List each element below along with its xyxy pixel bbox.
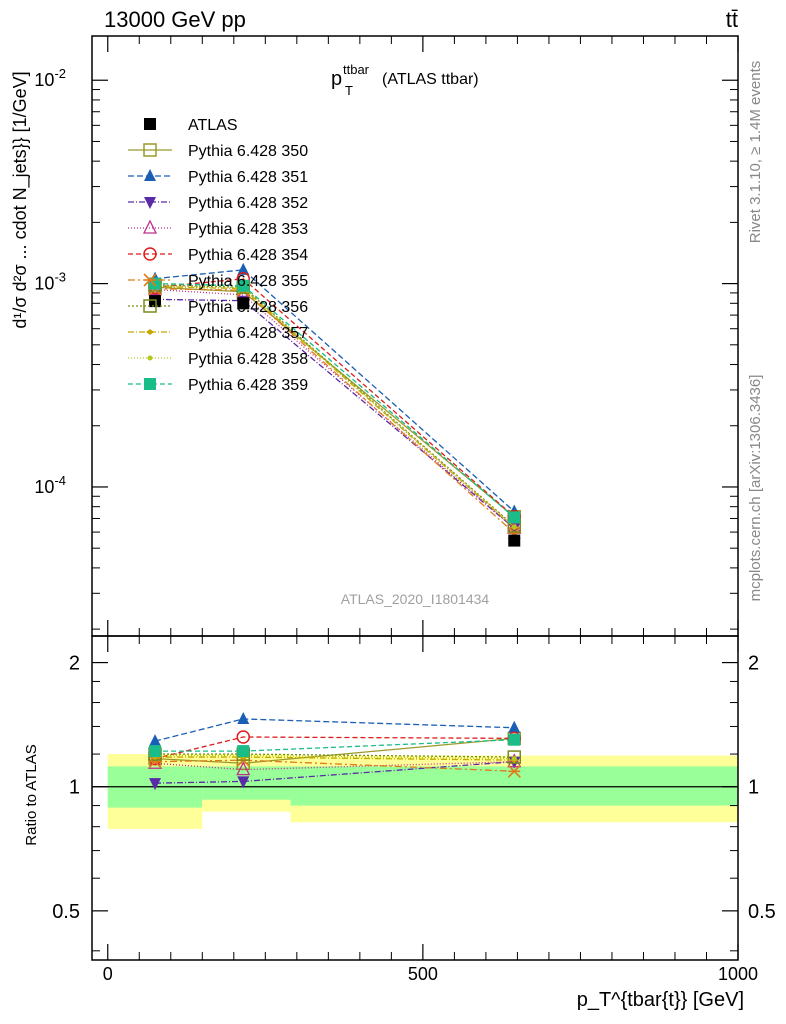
atlas-data-point <box>149 295 162 308</box>
series-pythia-6-428-352-ratio-point <box>149 778 162 791</box>
series-pythia-6-428-353-ratio-point <box>236 761 251 776</box>
legend-marker <box>143 143 157 157</box>
main-panel: 10-2 10-3 10-4 <box>34 35 739 637</box>
plot-title-sup: ttbar <box>343 62 370 77</box>
legend-entry: Pythia 6.428 350 <box>128 143 308 160</box>
series-pythia-6-428-359-ratio-point <box>237 745 250 758</box>
legend-label: Pythia 6.428 350 <box>188 143 308 160</box>
x-tick-label: 0 <box>103 964 113 984</box>
series-pythia-6-428-351-ratio-point <box>237 711 250 724</box>
plot-title-rest: (ATLAS ttbar) <box>382 71 479 88</box>
series-pythia-6-428-351-ratio-point <box>149 734 162 747</box>
ratio-panel: 0 500 1000 0.5 0.5 1 1 2 2 <box>52 36 776 984</box>
legend-entry: Pythia 6.428 356 <box>128 299 308 316</box>
legend-marker <box>144 118 156 130</box>
series-pythia-6-428-355-line <box>155 288 515 534</box>
y-axis-label: d¹/σ d²σ ... cdot N_jets}} [1/GeV] <box>10 71 31 328</box>
legend-label: Pythia 6.428 353 <box>188 221 308 238</box>
series-pythia-6-428-358-line <box>155 285 515 528</box>
series-pythia-6-428-352-ratio-point <box>237 776 250 789</box>
ratio-frame <box>91 635 739 961</box>
series-pythia-6-428-359-ratio-point <box>508 733 521 746</box>
legend-label: Pythia 6.428 351 <box>188 169 308 186</box>
legend-entry: Pythia 6.428 352 <box>128 195 308 212</box>
legend-label: ATLAS <box>188 117 238 134</box>
series-pythia-6-428-359-ratio-point <box>149 745 162 758</box>
mcplots-label: mcplots.cern.ch [arXiv:1306.3436] <box>747 375 764 602</box>
legend-marker <box>146 329 154 335</box>
series-pythia-6-428-351-point <box>237 262 250 275</box>
y-tick-label: 10-3 <box>34 270 66 294</box>
legend: ATLAS Pythia 6.428 350 Pythia 6.428 351 Pyt… <box>128 117 308 394</box>
legend-label: Pythia 6.428 356 <box>188 299 308 316</box>
ratio-tick-label: 1 <box>69 777 80 799</box>
x-axis-label: p_T^{tbar{t}} [GeV] <box>577 989 744 1011</box>
legend-entry: Pythia 6.428 359 <box>128 377 308 394</box>
series-pythia-6-428-354-line <box>154 278 515 518</box>
series-pythia-6-428-354-ratio-line <box>154 736 515 760</box>
legend-label: Pythia 6.428 354 <box>188 247 308 264</box>
series-pythia-6-428-359-ratio-line <box>155 739 515 752</box>
legend-marker <box>143 299 157 313</box>
legend-entry: Pythia 6.428 358 <box>128 351 308 368</box>
x-tick-label: 1000 <box>718 964 758 984</box>
legend-entry: Pythia 6.428 353 <box>128 219 308 238</box>
legend-label: Pythia 6.428 355 <box>188 273 308 290</box>
legend-marker <box>147 355 153 361</box>
legend-label: Pythia 6.428 357 <box>188 325 308 342</box>
ratio-tick-label: 2 <box>69 653 80 675</box>
series-pythia-6-428-356-line <box>155 284 515 527</box>
analysis-watermark: ATLAS_2020_I1801434 <box>341 591 490 607</box>
ratio-tick-label: 0.5 <box>52 901 80 923</box>
legend-label: Pythia 6.428 358 <box>188 351 308 368</box>
process-label: tt̄ <box>726 7 738 32</box>
series-pythia-6-428-358-point <box>511 524 517 530</box>
legend-marker <box>144 197 156 209</box>
y-tick-label: 10-4 <box>34 473 66 497</box>
series-pythia-6-428-354-ratio-point <box>236 730 251 744</box>
ratio-inner-band <box>202 766 291 800</box>
series-pythia-6-428-351-line <box>154 269 515 512</box>
ratio-y-axis-label: Ratio to ATLAS <box>23 744 40 845</box>
series-pythia-6-428-355-ratio-point <box>507 764 521 778</box>
legend-label: Pythia 6.428 359 <box>188 377 308 394</box>
legend-entry: Pythia 6.428 357 <box>128 325 308 342</box>
legend-label: Pythia 6.428 352 <box>188 195 308 212</box>
series-pythia-6-428-358-ratio-point <box>511 756 517 762</box>
rivet-label: Rivet 3.1.10, ≥ 1.4M events <box>747 61 764 244</box>
plot-title-sub: T <box>345 83 353 98</box>
x-tick-label: 500 <box>408 964 438 984</box>
legend-marker <box>143 247 157 261</box>
plot-title: p ttbar T (ATLAS ttbar) <box>331 62 479 98</box>
legend-marker <box>144 169 156 181</box>
legend-entry: Pythia 6.428 354 <box>128 247 308 264</box>
series-pythia-6-428-359-point <box>237 279 250 292</box>
ratio-tick-label: 0.5 <box>748 901 776 923</box>
legend-marker <box>144 378 156 390</box>
legend-entry: Pythia 6.428 355 <box>128 273 308 290</box>
ratio-tick-label: 2 <box>748 653 759 675</box>
atlas-data-point <box>508 534 521 547</box>
legend-marker <box>142 219 158 234</box>
atlas-data-point <box>237 297 250 310</box>
series-pythia-6-428-357-line <box>155 285 515 528</box>
legend-entry: Pythia 6.428 351 <box>128 169 308 186</box>
legend-marker <box>143 273 157 287</box>
energy-label: 13000 GeV pp <box>104 7 246 32</box>
y-tick-label: 10-2 <box>34 66 66 90</box>
plot-title-main: p <box>331 68 342 90</box>
ratio-tick-label: 1 <box>748 777 759 799</box>
legend-entry: ATLAS <box>144 117 238 134</box>
series-pythia-6-428-359-point <box>508 511 521 524</box>
series-pythia-6-428-351-ratio-point <box>508 720 521 733</box>
